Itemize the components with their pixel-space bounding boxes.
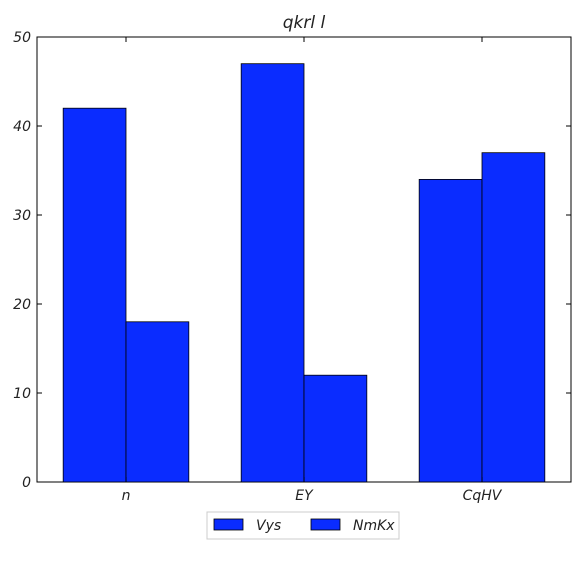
- legend-swatch-vys: [213, 518, 244, 531]
- legend: Vys NmKx: [206, 511, 400, 540]
- bar-vys-ey: [240, 63, 305, 483]
- y-tick-label: 30: [13, 208, 31, 224]
- x-tick-label: CqHV: [463, 488, 503, 504]
- bar-group: [62, 63, 546, 483]
- y-tick-label: 50: [13, 30, 31, 46]
- bar-nmkx-cqhv: [481, 152, 546, 483]
- y-axis: 0 10 20 30 40 50: [13, 30, 571, 491]
- legend-swatch-nmkx: [310, 518, 341, 531]
- x-axis: n EY CqHV: [122, 37, 503, 504]
- chart-title: qkrl l: [283, 13, 326, 33]
- legend-label-vys: Vys: [256, 518, 281, 534]
- y-tick-label: 20: [13, 297, 31, 313]
- x-tick-label: EY: [295, 488, 314, 504]
- legend-label-nmkx: NmKx: [353, 518, 395, 534]
- bar-vys-n: [62, 107, 127, 483]
- y-tick-label: 10: [13, 386, 31, 402]
- y-tick-label: 40: [13, 119, 31, 135]
- x-tick-label: n: [122, 488, 131, 504]
- bar-nmkx-ey: [303, 374, 368, 483]
- bar-vys-cqhv: [418, 178, 483, 483]
- bar-nmkx-n: [125, 321, 190, 483]
- y-tick-label: 0: [22, 475, 31, 491]
